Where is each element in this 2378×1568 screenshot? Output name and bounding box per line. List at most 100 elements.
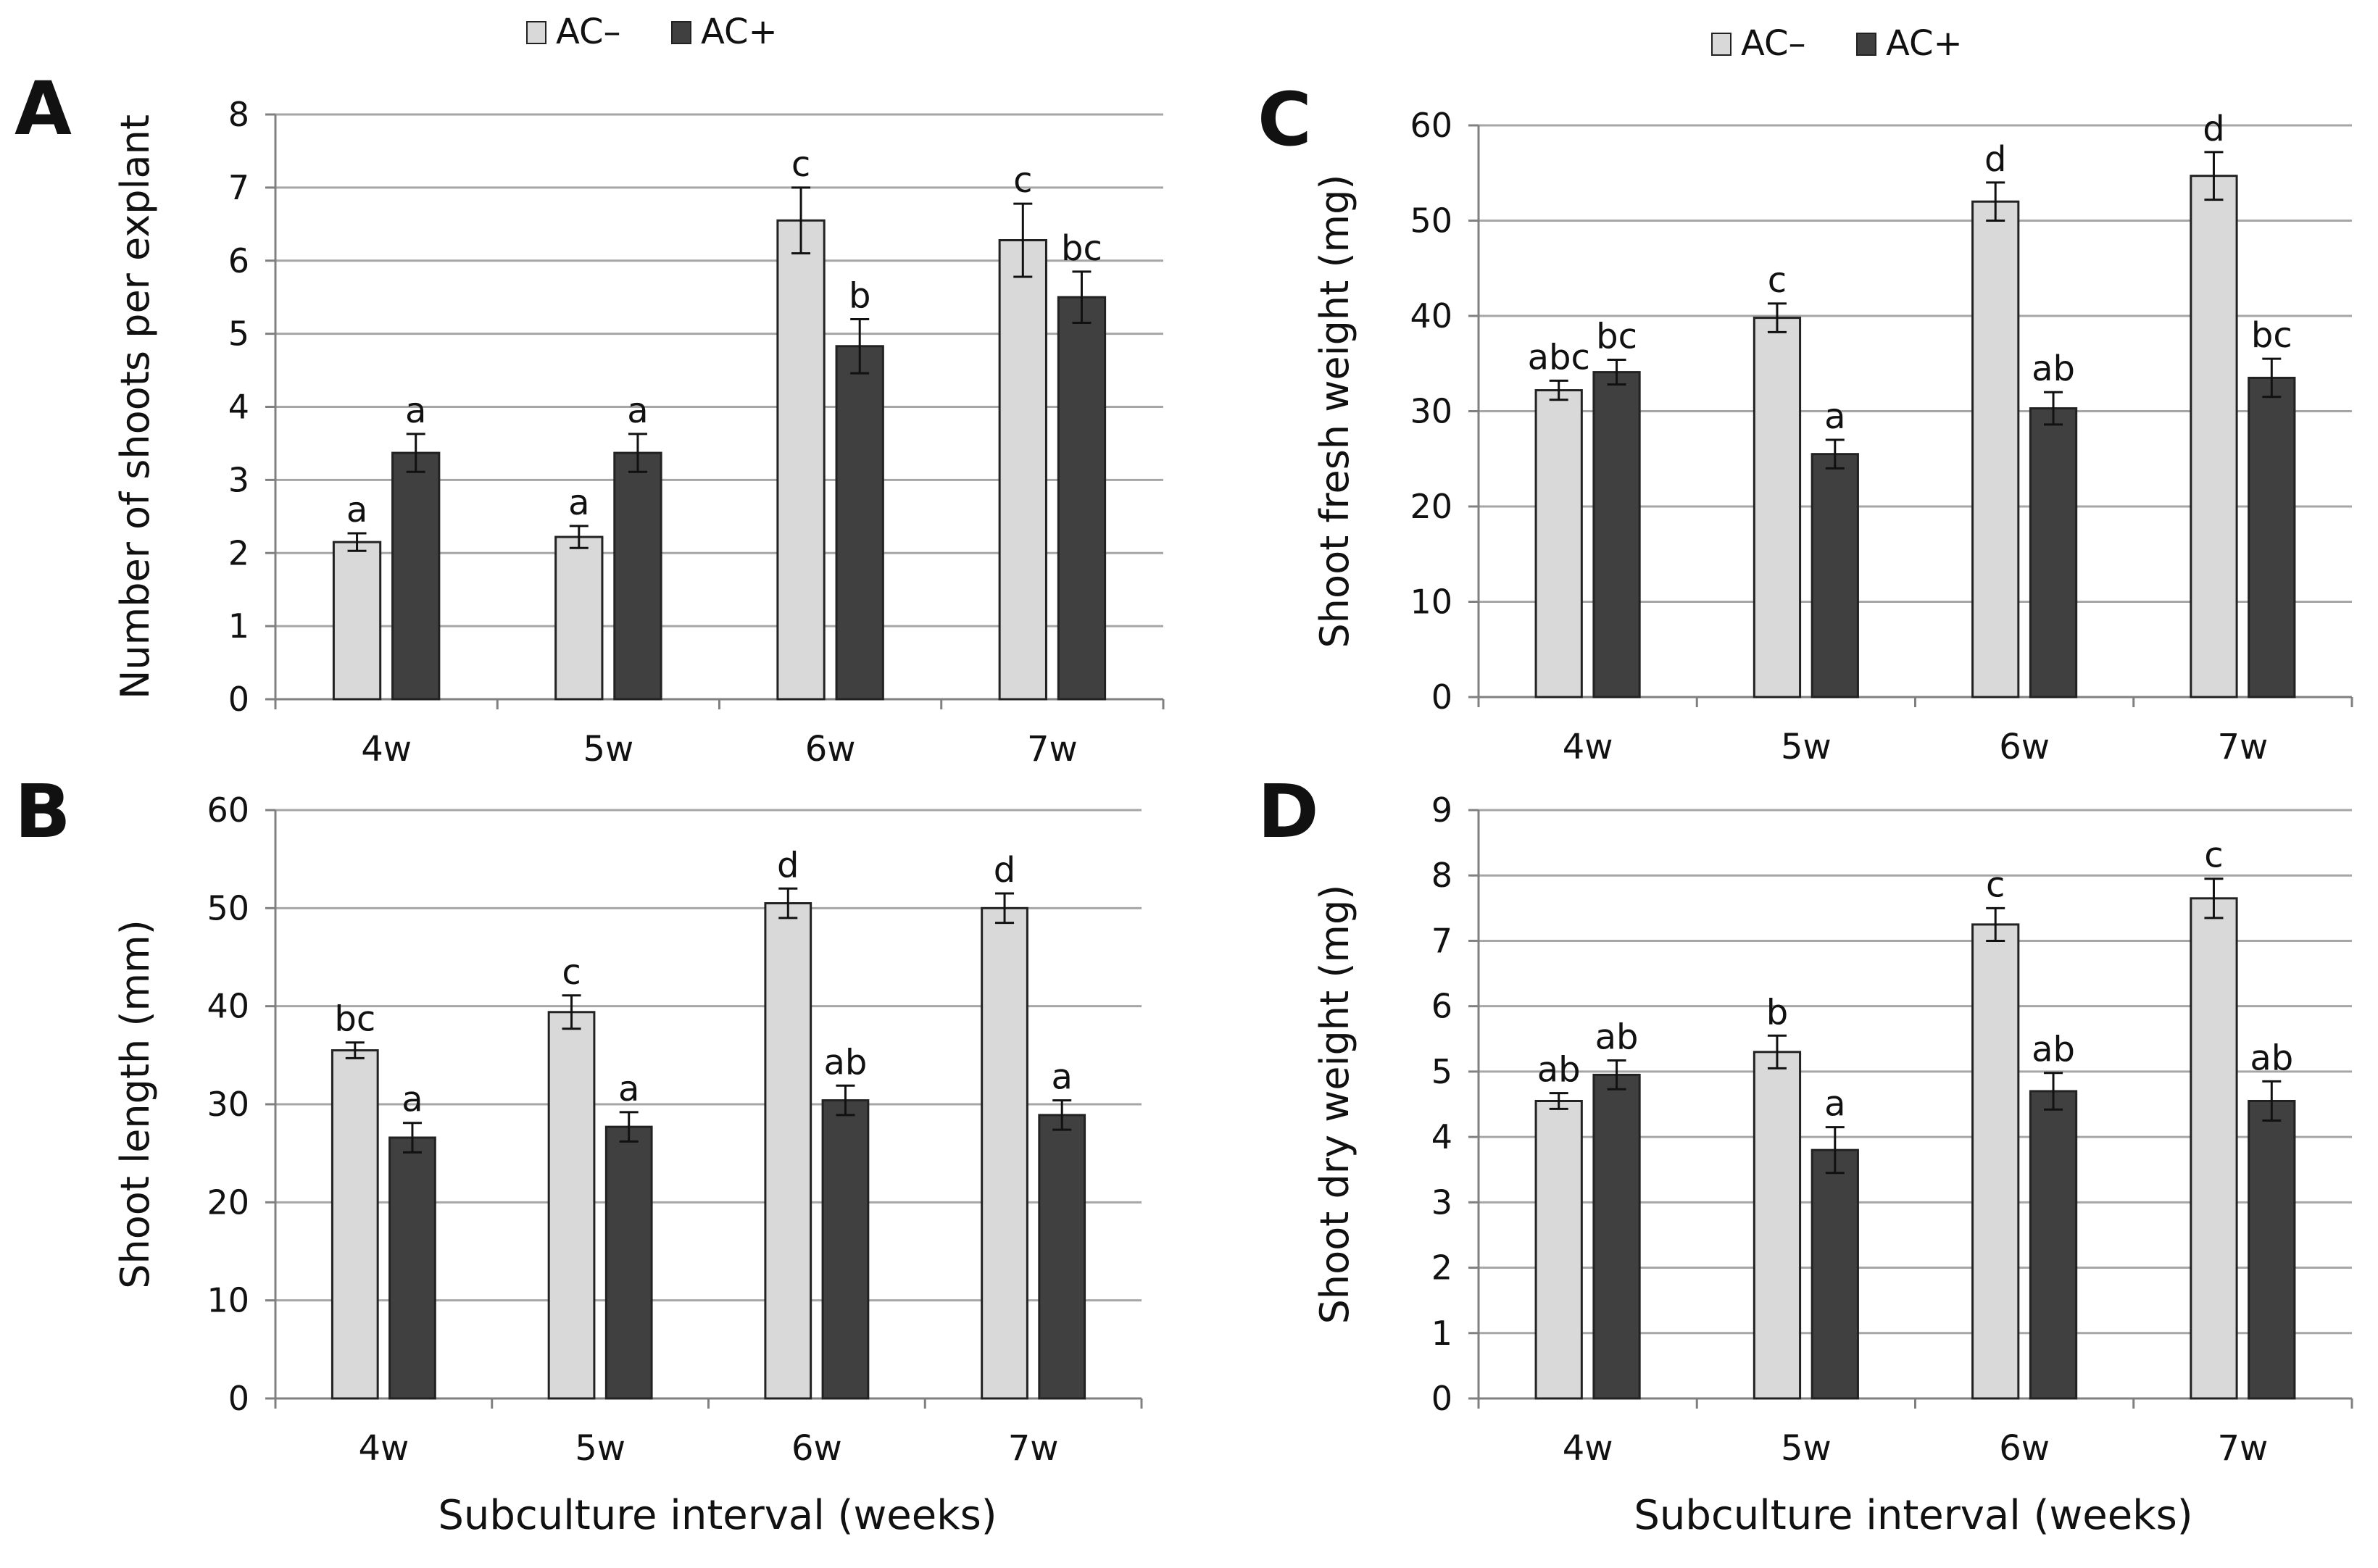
x-tick-label: 7w — [2217, 727, 2268, 767]
y-tick-label: 2 — [228, 533, 249, 572]
x-tick-label: 7w — [1008, 1428, 1059, 1469]
panel-letter: B — [14, 769, 71, 855]
x-tick-label: 4w — [1563, 1428, 1613, 1469]
x-tick-label: 6w — [1999, 727, 2050, 767]
y-tick-label: 4 — [228, 388, 249, 427]
significance-letter: ab — [824, 1042, 868, 1083]
significance-letter: ab — [2032, 349, 2075, 389]
y-tick-label: 5 — [1431, 1052, 1452, 1091]
legend: AC– AC+ — [526, 12, 778, 52]
significance-letter: ab — [1595, 1017, 1639, 1058]
significance-letter: a — [402, 1080, 423, 1120]
x-tick-label: 5w — [1781, 1428, 1832, 1469]
significance-letter: bc — [2251, 315, 2292, 356]
significance-letter: d — [2203, 109, 2224, 149]
bar-ac-plus — [821, 1099, 870, 1400]
x-tick-label: 5w — [583, 729, 633, 770]
y-tick-label: 10 — [207, 1281, 249, 1320]
x-axis-title: Subculture interval (weeks) — [1634, 1492, 2192, 1539]
bar-ac-plus — [391, 451, 441, 701]
y-tick-label: 8 — [228, 95, 249, 134]
significance-letter: bc — [1596, 316, 1637, 356]
y-tick-label: 10 — [1410, 583, 1452, 622]
significance-letter: a — [1051, 1057, 1072, 1098]
bar-ac-minus — [2190, 897, 2238, 1400]
panel-letter: D — [1257, 769, 1319, 855]
bar-ac-minus — [776, 219, 826, 701]
y-tick-label: 60 — [1410, 106, 1452, 145]
significance-letter: ab — [1537, 1050, 1581, 1090]
y-tick-label: 0 — [1431, 677, 1452, 717]
x-tick-label: 5w — [1781, 727, 1832, 767]
significance-letter: abc — [1528, 337, 1590, 378]
y-tick-label: 60 — [207, 791, 249, 830]
bar-ac-minus — [1753, 317, 1802, 698]
significance-letter: d — [1984, 139, 2006, 180]
x-tick-label: 6w — [791, 1428, 842, 1469]
bar-ac-minus — [1971, 200, 2020, 698]
legend-swatch — [526, 21, 546, 44]
bar-ac-plus — [1810, 1148, 1859, 1400]
bar-ac-plus — [2248, 376, 2296, 698]
x-tick-label: 6w — [805, 729, 856, 770]
significance-letter: c — [1013, 160, 1032, 201]
significance-letter: d — [777, 845, 799, 885]
bar-ac-minus — [547, 1011, 596, 1400]
panel-letter: C — [1257, 77, 1312, 163]
bar-ac-minus — [1753, 1051, 1802, 1400]
legend-label: AC– — [1741, 23, 1806, 64]
bar-ac-minus — [764, 902, 812, 1400]
y-tick-label: 1 — [228, 606, 249, 646]
bar-ac-minus — [330, 1049, 379, 1400]
panel-a: A 0 1 2 3 4 5 6 7 8 Number of shoots per explant 4w… — [14, 12, 1165, 770]
bar-ac-plus — [388, 1136, 436, 1400]
significance-letter: d — [994, 850, 1015, 891]
bar-ac-plus — [2248, 1099, 2296, 1400]
y-axis-title: Number of shoots per explant — [112, 114, 158, 699]
significance-letter: a — [346, 490, 367, 530]
bar-ac-minus — [2190, 175, 2238, 698]
legend: AC– AC+ — [1711, 23, 1963, 64]
y-tick-label: 50 — [1410, 201, 1452, 241]
significance-letter: a — [568, 483, 589, 523]
bar-ac-plus — [2029, 407, 2078, 698]
bar-ac-plus — [1592, 371, 1641, 698]
y-axis-title: Shoot length (mm) — [112, 919, 158, 1289]
x-tick-label: 4w — [361, 729, 412, 770]
significance-letter: c — [2204, 835, 2223, 876]
legend-swatch — [1856, 33, 1876, 56]
x-tick-label: 7w — [1027, 729, 1078, 770]
y-tick-label: 20 — [1410, 487, 1452, 526]
y-tick-label: 3 — [228, 460, 249, 499]
y-tick-label: 7 — [228, 168, 249, 207]
y-axis-title: Shoot dry weight (mg) — [1312, 885, 1358, 1325]
bar-ac-minus — [554, 535, 604, 701]
significance-letter: c — [791, 144, 810, 185]
x-tick-label: 6w — [1999, 1428, 2050, 1469]
y-tick-label: 7 — [1431, 921, 1452, 960]
y-tick-label: 30 — [1410, 392, 1452, 431]
significance-letter: ab — [2032, 1030, 2075, 1070]
bar-ac-plus — [1057, 296, 1107, 701]
y-tick-label: 40 — [1410, 296, 1452, 335]
legend-label: AC+ — [1886, 23, 1963, 64]
bar-ac-plus — [613, 451, 662, 701]
legend-swatch — [671, 21, 691, 44]
panel-letter: A — [14, 66, 72, 152]
bar-ac-plus — [1810, 453, 1859, 698]
significance-letter: c — [1768, 260, 1787, 301]
x-axis-title: Subculture interval (weeks) — [438, 1492, 997, 1539]
bar-ac-minus — [332, 541, 382, 701]
y-tick-label: 8 — [1431, 856, 1452, 895]
significance-letter: b — [849, 275, 870, 316]
significance-letter: a — [405, 391, 426, 431]
x-tick-label: 4w — [358, 1428, 409, 1469]
bar-ac-plus — [604, 1125, 653, 1400]
bar-ac-minus — [998, 239, 1047, 701]
y-tick-label: 0 — [1431, 1379, 1452, 1418]
y-tick-label: 6 — [1431, 987, 1452, 1026]
x-tick-label: 5w — [575, 1428, 625, 1469]
legend-label: AC– — [556, 12, 621, 52]
